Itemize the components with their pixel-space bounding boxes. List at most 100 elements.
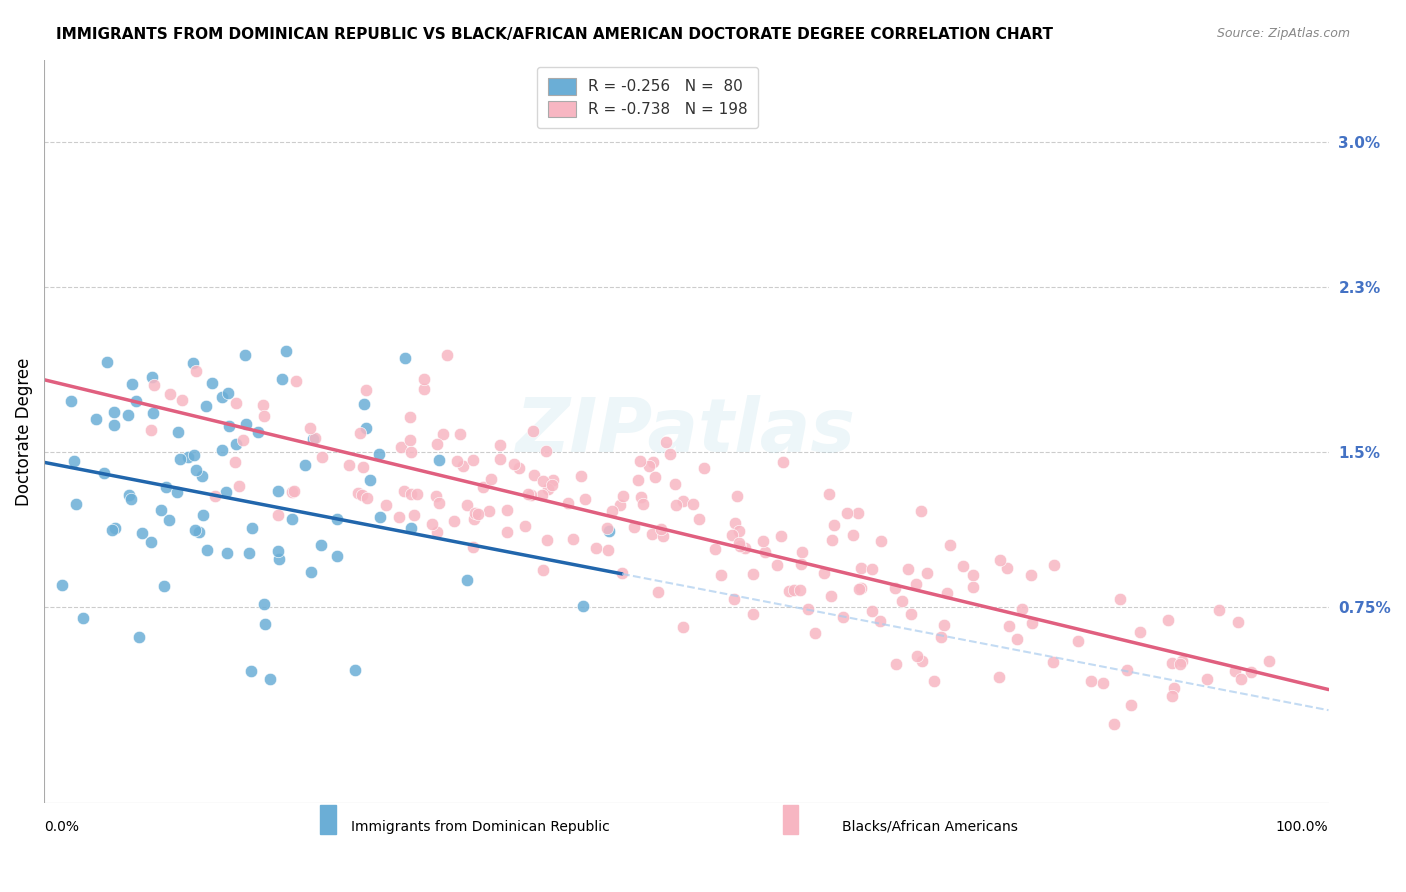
Point: [143, 377, 166, 392]
Point: [225, 396, 247, 410]
Point: [495, 503, 517, 517]
Point: [728, 539, 751, 553]
Point: [641, 455, 664, 469]
Point: [693, 460, 716, 475]
Point: [783, 582, 806, 597]
Legend: R = -0.256   N =  80, R = -0.738   N = 198: R = -0.256 N = 80, R = -0.738 N = 198: [537, 67, 758, 128]
Point: [240, 521, 263, 535]
Point: [252, 409, 274, 424]
Point: [797, 602, 820, 616]
Point: [647, 585, 669, 599]
Point: [860, 562, 883, 576]
Point: [399, 486, 422, 500]
Point: [299, 421, 322, 435]
Point: [131, 525, 153, 540]
Point: [1109, 591, 1132, 606]
Point: [1163, 681, 1185, 696]
Point: [51, 578, 73, 592]
Point: [463, 452, 485, 467]
Point: [600, 504, 623, 518]
Point: [394, 351, 416, 365]
Text: Source: ZipAtlas.com: Source: ZipAtlas.com: [1216, 27, 1350, 40]
Point: [84, 412, 107, 426]
Point: [195, 543, 218, 558]
Point: [201, 376, 224, 390]
Point: [790, 557, 813, 571]
Point: [987, 670, 1010, 684]
Point: [238, 545, 260, 559]
Point: [388, 509, 411, 524]
Point: [304, 431, 326, 445]
Point: [1168, 657, 1191, 672]
Point: [823, 518, 845, 533]
Point: [354, 421, 377, 435]
Point: [724, 516, 747, 530]
Point: [402, 508, 425, 523]
Point: [142, 406, 165, 420]
Point: [837, 506, 859, 520]
Point: [1240, 665, 1263, 679]
Point: [710, 568, 733, 582]
Point: [267, 508, 290, 523]
Point: [183, 523, 205, 537]
Point: [849, 581, 872, 595]
Point: [478, 504, 501, 518]
Point: [803, 626, 825, 640]
Point: [456, 498, 478, 512]
Point: [232, 434, 254, 448]
Point: [93, 466, 115, 480]
Point: [120, 491, 142, 506]
Point: [118, 488, 141, 502]
Point: [420, 517, 443, 532]
Point: [359, 473, 381, 487]
Point: [557, 496, 579, 510]
Point: [218, 418, 240, 433]
Point: [990, 553, 1012, 567]
Point: [541, 473, 564, 487]
Point: [169, 451, 191, 466]
Point: [1121, 698, 1143, 713]
Point: [211, 390, 233, 404]
Point: [721, 527, 744, 541]
Point: [962, 580, 984, 594]
Point: [240, 664, 263, 678]
Point: [531, 474, 554, 488]
Point: [215, 484, 238, 499]
Point: [281, 485, 304, 500]
Point: [932, 618, 955, 632]
Point: [461, 541, 484, 555]
Text: 100.0%: 100.0%: [1275, 820, 1329, 834]
Point: [596, 521, 619, 535]
Point: [520, 488, 543, 502]
Text: Immigrants from Dominican Republic: Immigrants from Dominican Republic: [352, 820, 610, 834]
Point: [537, 482, 560, 496]
Point: [350, 488, 373, 502]
Point: [425, 437, 447, 451]
Point: [399, 434, 422, 448]
Point: [281, 512, 304, 526]
Point: [401, 444, 423, 458]
Point: [915, 566, 938, 581]
Point: [631, 497, 654, 511]
Point: [598, 524, 620, 538]
Point: [831, 610, 853, 624]
Point: [337, 458, 360, 472]
Point: [412, 382, 434, 396]
Point: [655, 435, 678, 450]
Point: [225, 437, 247, 451]
Point: [571, 469, 593, 483]
Point: [752, 533, 775, 548]
Point: [789, 583, 811, 598]
Point: [1104, 717, 1126, 731]
Point: [910, 504, 932, 518]
Point: [1019, 567, 1042, 582]
Point: [426, 525, 449, 540]
Point: [536, 533, 558, 547]
Point: [356, 491, 378, 505]
Text: ZIPatlas: ZIPatlas: [516, 395, 856, 468]
Point: [952, 559, 974, 574]
Point: [451, 458, 474, 473]
Point: [574, 491, 596, 506]
Point: [368, 447, 391, 461]
Point: [725, 489, 748, 503]
